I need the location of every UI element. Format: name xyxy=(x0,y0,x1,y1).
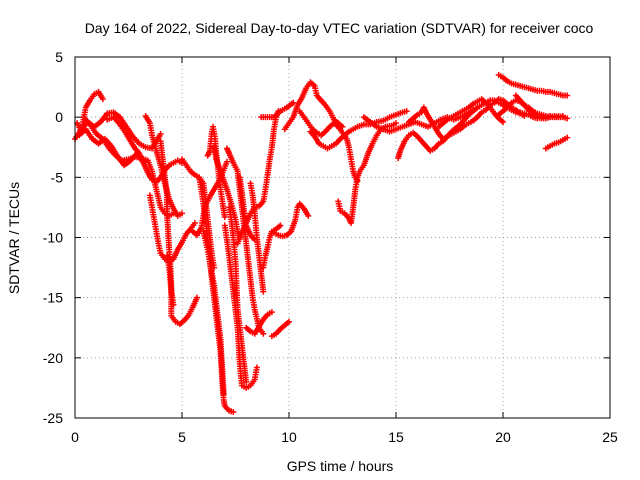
data-point-plus xyxy=(223,158,230,165)
series-36 xyxy=(512,92,571,122)
y-tick-label: 5 xyxy=(55,49,63,65)
data-point-plus xyxy=(193,294,200,301)
y-tick-label: -20 xyxy=(43,350,63,366)
series-22 xyxy=(260,222,284,271)
chart-title: Day 164 of 2022, Sidereal Day-to-day VTE… xyxy=(85,20,594,36)
x-axis-label: GPS time / hours xyxy=(287,458,394,474)
series-14 xyxy=(211,144,243,241)
x-tick-label: 25 xyxy=(602,429,618,445)
x-tick-label: 5 xyxy=(178,429,186,445)
series-29 xyxy=(335,120,399,227)
data-point-plus xyxy=(277,222,284,229)
x-tick-label: 0 xyxy=(71,429,79,445)
data-point-plus xyxy=(179,210,185,217)
data-point-plus xyxy=(305,212,312,219)
y-axis-label: SDTVAR / TECUs xyxy=(6,182,22,294)
data-point-plus xyxy=(260,288,267,295)
series-13 xyxy=(200,228,227,397)
series-10 xyxy=(189,158,230,239)
data-point-plus xyxy=(290,99,297,106)
data-point-plus xyxy=(403,108,410,115)
data-point-plus xyxy=(230,408,237,415)
data-point-plus xyxy=(564,134,571,141)
series-35 xyxy=(495,72,571,99)
data-point-plus xyxy=(211,264,218,271)
data-point-plus xyxy=(286,318,292,325)
series-24 xyxy=(271,200,312,240)
data-point-plus xyxy=(564,92,571,99)
series-8 xyxy=(157,138,200,328)
data-point-plus xyxy=(99,96,106,103)
series-25 xyxy=(258,99,297,121)
data-point-plus xyxy=(393,120,399,127)
data-point-plus xyxy=(260,330,267,337)
data-point-plus xyxy=(220,390,227,397)
data-point-plus xyxy=(500,118,506,125)
y-tick-label: -25 xyxy=(43,410,63,426)
series-27 xyxy=(296,108,361,184)
data-point-plus xyxy=(253,364,260,371)
y-tick-label: -10 xyxy=(43,230,63,246)
x-tick-label: 15 xyxy=(388,429,404,445)
data-point-plus xyxy=(564,115,571,122)
data-point-plus xyxy=(221,214,228,221)
data-point-plus xyxy=(243,378,250,385)
series-37 xyxy=(542,134,571,152)
series-23 xyxy=(268,318,292,340)
series-6 xyxy=(146,192,198,265)
x-tick-label: 10 xyxy=(281,429,297,445)
data-point-plus xyxy=(157,131,164,138)
y-tick-label: -15 xyxy=(43,290,63,306)
data-point-plus xyxy=(268,309,275,316)
y-tick-label: 0 xyxy=(55,109,63,125)
axis-ticks: 0 5 10 15 20 25 5 0 -5 -10 -15 -20 -25 xyxy=(43,49,618,445)
series-21 xyxy=(243,309,275,337)
data-points xyxy=(72,72,571,415)
y-tick-label: -5 xyxy=(51,169,64,185)
series-7 xyxy=(164,252,177,308)
x-tick-label: 20 xyxy=(495,429,511,445)
series-17 xyxy=(226,204,250,385)
series-20 xyxy=(247,180,267,295)
data-point-plus xyxy=(191,220,198,227)
